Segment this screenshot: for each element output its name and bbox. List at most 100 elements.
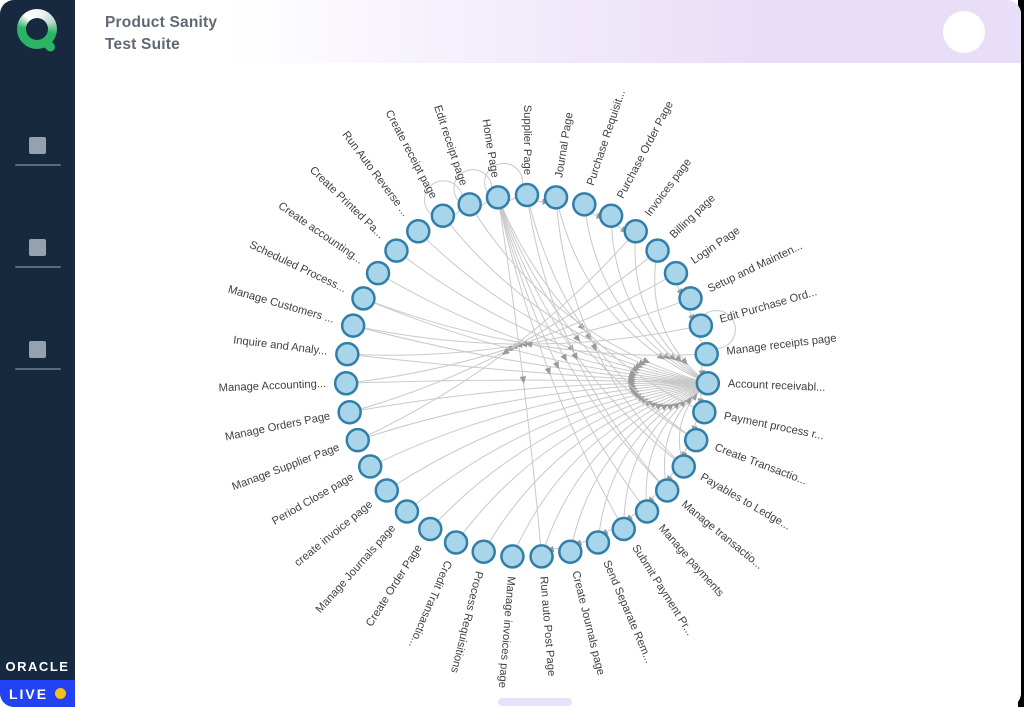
graph-node[interactable]: [430, 203, 456, 228]
graph-node[interactable]: [678, 286, 703, 311]
edge-arrow-icon: [519, 340, 527, 348]
edge-arrow-icon: [505, 344, 514, 352]
edge-arrow-icon: [668, 353, 677, 361]
edge-arrow-icon: [660, 403, 669, 411]
menu-underline: [14, 368, 61, 370]
graph-node[interactable]: [457, 192, 482, 217]
graph-edge: [654, 250, 709, 384]
oracle-live-badge: LIVE: [0, 680, 75, 707]
graph-edge: [497, 197, 668, 491]
main-content: Supplier Page Journal Page Purchase Requis…: [75, 63, 1021, 707]
graph-node[interactable]: [357, 454, 383, 479]
graph-node[interactable]: [692, 399, 717, 425]
graph-node[interactable]: [394, 499, 420, 524]
edge-arrow-icon: [678, 399, 687, 408]
live-dot-icon: [55, 688, 67, 699]
graph-node-label: Payment process r...: [723, 410, 825, 442]
menu-square-icon: [29, 239, 46, 256]
sidebar: ORACLE LIVE: [0, 0, 75, 707]
graph-node[interactable]: [500, 544, 525, 569]
edge-arrow-icon: [501, 348, 510, 356]
graph-edge: [417, 230, 708, 384]
graph-node[interactable]: [529, 544, 554, 569]
graph-node[interactable]: [418, 516, 443, 542]
graph-edge: [497, 197, 543, 557]
graph-node[interactable]: [572, 192, 597, 217]
graph-node-label: Run auto Post Page: [537, 576, 557, 677]
graph-node[interactable]: [485, 185, 511, 210]
graph-node-label: Purchase Requisit...: [585, 88, 628, 187]
graph-node-label: Manage Customers ...: [227, 284, 336, 326]
graph-node[interactable]: [585, 530, 611, 555]
graph-node-label: Create Transactio...: [713, 442, 809, 488]
graph-node[interactable]: [663, 260, 689, 286]
graph-edge: [406, 382, 708, 512]
graph-node[interactable]: [688, 313, 714, 338]
graph-edge: [497, 197, 697, 441]
edge-arrow-icon: [630, 368, 639, 375]
graph-edge: [634, 231, 709, 384]
sidebar-item-1[interactable]: [0, 137, 75, 166]
graph-edge: [353, 325, 708, 384]
graph-node[interactable]: [694, 341, 719, 367]
graph-node[interactable]: [335, 341, 360, 367]
graph-node[interactable]: [374, 478, 400, 503]
menu-underline: [14, 164, 61, 166]
graph-node[interactable]: [471, 539, 496, 564]
edge-arrow-icon: [552, 360, 559, 370]
graph-node-label: Edit Purchase Ord...: [718, 286, 818, 326]
network-graph[interactable]: Supplier Page Journal Page Purchase Requis…: [75, 63, 1021, 707]
graph-node[interactable]: [695, 371, 721, 396]
edge-arrow-icon: [544, 367, 551, 376]
graph-node-label: Supplier Page: [521, 105, 533, 175]
graph-node[interactable]: [365, 260, 391, 286]
graph-edge: [526, 194, 668, 491]
graph-edge: [346, 379, 708, 384]
graph-node[interactable]: [345, 427, 371, 453]
edge-arrow-icon: [690, 392, 698, 401]
graph-node[interactable]: [558, 539, 583, 564]
edge-arrow-icon: [672, 401, 681, 410]
edge-arrow-icon: [684, 396, 693, 405]
graph-node[interactable]: [406, 219, 431, 244]
page-title-line2: Test Suite: [105, 36, 180, 53]
graph-node[interactable]: [340, 313, 366, 338]
graph-edge: [396, 250, 708, 384]
graph-node[interactable]: [654, 478, 680, 503]
graph-node[interactable]: [443, 530, 469, 555]
edge-arrow-icon: [662, 352, 671, 360]
edge-arrow-icon: [666, 403, 675, 411]
edge-arrow-icon: [519, 376, 527, 384]
graph-node[interactable]: [337, 399, 362, 425]
sidebar-item-2[interactable]: [0, 239, 75, 268]
avatar[interactable]: [943, 11, 985, 53]
edge-arrow-icon: [573, 334, 581, 343]
graph-node[interactable]: [333, 371, 359, 396]
graph-edge: [347, 353, 708, 384]
graph-node[interactable]: [623, 219, 648, 244]
graph-node[interactable]: [543, 185, 569, 210]
graph-edge: [610, 215, 709, 384]
graph-node[interactable]: [671, 454, 697, 479]
graph-edge: [664, 382, 709, 491]
graph-edge: [583, 204, 709, 384]
graph-node[interactable]: [598, 203, 624, 228]
graph-node[interactable]: [634, 499, 660, 524]
edge-arrow-icon: [674, 354, 683, 363]
graph-node[interactable]: [514, 182, 540, 208]
graph-edge: [363, 297, 707, 356]
graph-node[interactable]: [645, 238, 670, 263]
edge-arrow-icon: [631, 389, 640, 396]
menu-underline: [14, 266, 61, 268]
graph-node[interactable]: [384, 238, 409, 263]
screen-edge: [1018, 0, 1024, 707]
edge-arrow-icon: [632, 365, 641, 372]
graph-edge: [363, 297, 708, 384]
graph-node[interactable]: [683, 427, 709, 453]
edge-arrow-icon: [524, 341, 533, 348]
sidebar-item-3[interactable]: [0, 341, 75, 370]
graph-node[interactable]: [351, 286, 376, 311]
graph-node[interactable]: [611, 516, 636, 542]
graph-node-label: Billing page: [668, 192, 718, 241]
